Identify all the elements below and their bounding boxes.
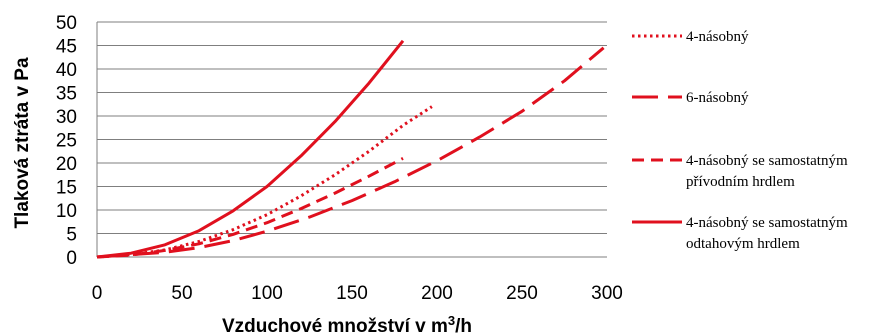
legend-label-4-line2: odtahovým hrdlem [686,236,800,252]
x-tick-100: 100 [251,283,283,304]
series-line-4 [96,39,405,259]
y-axis-title: Tlaková ztráta v Pa [12,57,33,229]
x-tick-50: 50 [171,283,192,304]
y-tick-50: 50 [56,13,77,34]
x-tick-250: 250 [506,283,538,304]
x-axis-title: Vzduchové množství v m3/h [222,313,472,336]
legend-label-1: 4-násobný [686,29,749,45]
x-tick-0: 0 [92,283,103,304]
y-tick-45: 45 [56,37,77,58]
x-tick-labels: 0 50 100 150 200 250 300 [92,283,623,304]
series-line-1 [96,105,433,259]
y-tick-15: 15 [56,178,77,199]
y-tick-30: 30 [56,107,77,128]
y-tick-20: 20 [56,154,77,175]
x-tick-150: 150 [336,283,368,304]
y-tick-35: 35 [56,84,77,105]
y-tick-40: 40 [56,60,77,81]
legend-label-4: 4-násobný se samostatným [686,215,848,231]
y-tick-25: 25 [56,131,77,152]
legend-label-2: 6-násobný [686,90,749,106]
series-line-2 [96,46,605,259]
grid-lines [96,21,607,258]
x-tick-300: 300 [591,283,623,304]
x-tick-200: 200 [421,283,453,304]
series-line-3 [96,156,404,259]
y-tick-10: 10 [56,201,77,222]
data-series [96,39,605,259]
y-tick-0: 0 [66,248,77,269]
legend: 4-násobný 6-násobný 4-násobný se samostatn… [632,29,848,252]
legend-label-3-line2: přívodním hrdlem [686,174,795,190]
legend-label-3: 4-násobný se samostatným [686,153,848,169]
y-tick-5: 5 [66,225,77,246]
